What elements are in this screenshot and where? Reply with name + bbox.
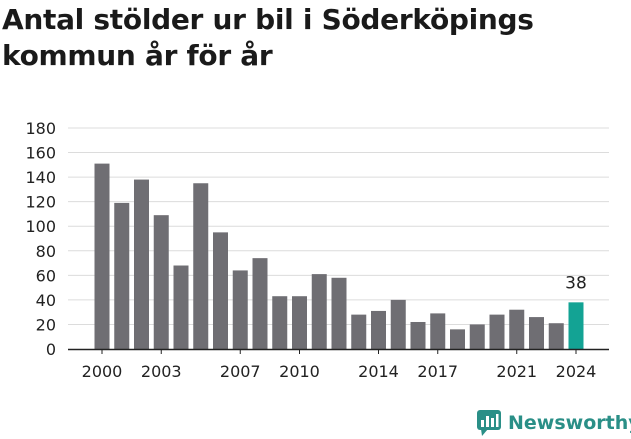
brand-name: Newsworthy <box>508 412 631 434</box>
y-tick-label: 180 <box>25 119 56 138</box>
y-tick-label: 160 <box>25 144 56 163</box>
bar-2001 <box>114 202 130 349</box>
newsworthy-logo-icon <box>477 410 501 436</box>
bar-2020 <box>489 314 505 349</box>
bar-2003 <box>153 215 169 349</box>
bar-2005 <box>193 183 209 349</box>
y-tick-label: 0 <box>46 340 56 359</box>
chart-title: Antal stölder ur bil i Söderköpings komm… <box>2 3 534 72</box>
x-tick-label: 2000 <box>82 362 123 381</box>
bar-2006 <box>213 232 228 349</box>
y-tick-label: 80 <box>36 242 56 261</box>
bar-2024 <box>568 302 584 349</box>
bar-2004 <box>173 265 189 349</box>
y-tick-label: 140 <box>25 168 56 187</box>
bar-2009 <box>272 296 288 349</box>
bar-2022 <box>529 317 544 349</box>
y-tick-label: 120 <box>25 193 56 212</box>
x-tick-label: 2010 <box>279 362 320 381</box>
brand-logo: Newsworthy <box>476 408 631 438</box>
bar-2019 <box>469 324 485 349</box>
x-tick-label: 2024 <box>556 362 597 381</box>
bar-2007 <box>232 270 248 349</box>
bar-2012 <box>331 277 347 349</box>
bar-2014 <box>371 310 386 349</box>
y-tick-label: 40 <box>36 291 56 310</box>
bar-2008 <box>252 258 268 349</box>
bar-2023 <box>548 323 564 349</box>
x-tick-label: 2003 <box>141 362 182 381</box>
bar-2018 <box>450 329 465 349</box>
x-tick-label: 2021 <box>496 362 537 381</box>
bar-2002 <box>134 179 149 349</box>
bar-2016 <box>410 321 426 349</box>
bar-2021 <box>509 309 525 349</box>
y-tick-label: 100 <box>25 217 56 236</box>
x-tick-label: 2014 <box>358 362 399 381</box>
bar-2010 <box>292 296 307 349</box>
x-tick-label: 2007 <box>220 362 261 381</box>
x-tick-label: 2017 <box>417 362 458 381</box>
bar-chart: 0 20 40 60 80 100 120 140 160 180 2000 2003 2007 2010… <box>25 119 609 381</box>
bar-2011 <box>311 274 327 349</box>
bar-2000 <box>94 163 110 349</box>
bar-2015 <box>390 299 406 349</box>
bar-2013 <box>351 314 367 349</box>
bar-2017 <box>430 313 446 349</box>
y-tick-label: 20 <box>36 315 56 334</box>
data-label-2024: 38 <box>565 273 587 293</box>
y-tick-label: 60 <box>36 266 56 285</box>
